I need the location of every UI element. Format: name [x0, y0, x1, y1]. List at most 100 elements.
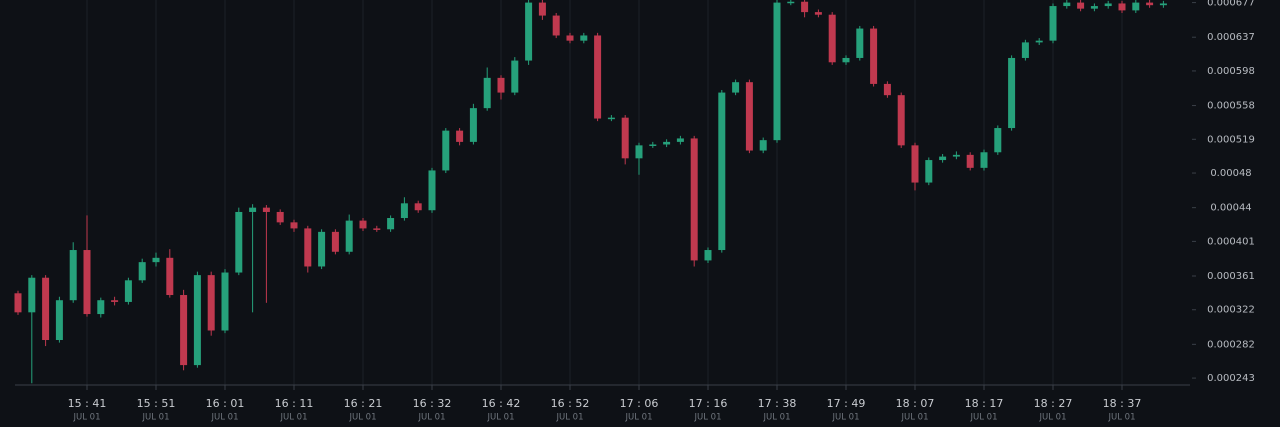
y-tick-label: 0.00048 [1210, 168, 1251, 179]
candle-body [387, 218, 395, 230]
candle-body [842, 57, 850, 63]
y-tick-label: 0.000637 [1207, 32, 1255, 43]
candle-body [483, 77, 491, 109]
candle-body [649, 144, 657, 146]
candle-body [290, 222, 298, 229]
candle-body [28, 277, 36, 313]
candle-body [801, 1, 809, 13]
x-tick-label: 17 : 38 [758, 397, 797, 410]
candle-body [304, 228, 312, 267]
x-tick-label: 16 : 52 [551, 397, 590, 410]
y-tick-label: 0.000361 [1207, 271, 1255, 282]
candle-body [1090, 6, 1098, 9]
candle-body [745, 82, 753, 151]
candle-body [1021, 42, 1029, 58]
candle-body [566, 35, 574, 41]
candle-body [732, 82, 740, 93]
candle-body [594, 35, 602, 119]
x-tick-date: JUL 01 [556, 413, 584, 423]
candle-body [980, 152, 988, 168]
candle-body [759, 140, 767, 151]
candle-body [814, 12, 822, 15]
candle-body [580, 35, 588, 41]
candle-body [911, 145, 919, 183]
x-tick-date: JUL 01 [625, 413, 653, 423]
candle-body [676, 138, 684, 142]
candle-body [124, 280, 132, 302]
candle-body [1104, 3, 1112, 7]
candle-body [1008, 57, 1016, 129]
x-tick-label: 18 : 37 [1103, 397, 1142, 410]
x-tick-date: JUL 01 [349, 413, 377, 423]
candle-body [952, 154, 960, 157]
candle-body [883, 83, 891, 96]
y-tick-label: 0.000598 [1207, 66, 1255, 77]
y-tick-label: 0.00044 [1210, 203, 1251, 214]
x-tick-date: JUL 01 [487, 413, 515, 423]
candle-body [331, 231, 339, 252]
candle-body [525, 2, 533, 61]
candle-body [1118, 3, 1126, 11]
candle-body [221, 272, 229, 331]
x-tick-date: JUL 01 [1039, 413, 1067, 423]
x-tick-label: 15 : 51 [137, 397, 176, 410]
candle-body [69, 250, 77, 301]
candle-body [1132, 2, 1140, 11]
candle-body [1063, 2, 1071, 7]
candle-body [83, 250, 91, 315]
candle-body [249, 207, 257, 212]
candle-body [111, 300, 119, 302]
x-tick-date: JUL 01 [1108, 413, 1136, 423]
candle-body [552, 15, 560, 36]
candle-body [373, 228, 381, 230]
x-tick-date: JUL 01 [280, 413, 308, 423]
candle-body [939, 156, 947, 161]
candle-body [897, 95, 905, 146]
y-tick-label: 0.000322 [1207, 305, 1255, 316]
candle-body [318, 231, 326, 267]
candle-body [400, 203, 408, 219]
candle-body [1146, 2, 1154, 6]
x-tick-label: 18 : 17 [965, 397, 1004, 410]
candle-body [262, 207, 270, 212]
x-tick-label: 18 : 27 [1034, 397, 1073, 410]
candle-body [718, 92, 726, 251]
candle-body [14, 293, 22, 313]
candle-body [442, 130, 450, 171]
candle-body [870, 28, 878, 84]
candle-body [345, 220, 353, 252]
x-tick-date: JUL 01 [73, 413, 101, 423]
candle-body [690, 138, 698, 261]
candle-body [55, 300, 63, 341]
x-tick-label: 16 : 11 [275, 397, 314, 410]
y-tick-label: 0.000519 [1207, 134, 1255, 145]
candle-body [621, 117, 629, 159]
x-tick-date: JUL 01 [832, 413, 860, 423]
candle-body [607, 117, 615, 120]
candle-body [428, 170, 436, 211]
x-tick-date: JUL 01 [901, 413, 929, 423]
candle-body [635, 145, 643, 159]
x-tick-label: 16 : 42 [482, 397, 521, 410]
candle-body [180, 295, 188, 366]
x-tick-date: JUL 01 [763, 413, 791, 423]
y-tick-label: 0.000401 [1207, 236, 1255, 247]
candle-body [207, 275, 215, 331]
candle-body [1049, 6, 1057, 41]
candle-body [966, 154, 974, 168]
x-tick-label: 17 : 49 [827, 397, 866, 410]
candle-body [663, 141, 671, 145]
x-tick-label: 17 : 16 [689, 397, 728, 410]
candle-body [704, 250, 712, 261]
candle-body [511, 60, 519, 93]
x-tick-label: 17 : 06 [620, 397, 659, 410]
candle-body [497, 77, 505, 93]
y-tick-label: 0.000243 [1207, 373, 1255, 384]
x-tick-label: 16 : 01 [206, 397, 245, 410]
candle-body [456, 130, 464, 142]
candle-body [538, 2, 546, 16]
x-tick-date: JUL 01 [694, 413, 722, 423]
candle-body [235, 211, 243, 273]
